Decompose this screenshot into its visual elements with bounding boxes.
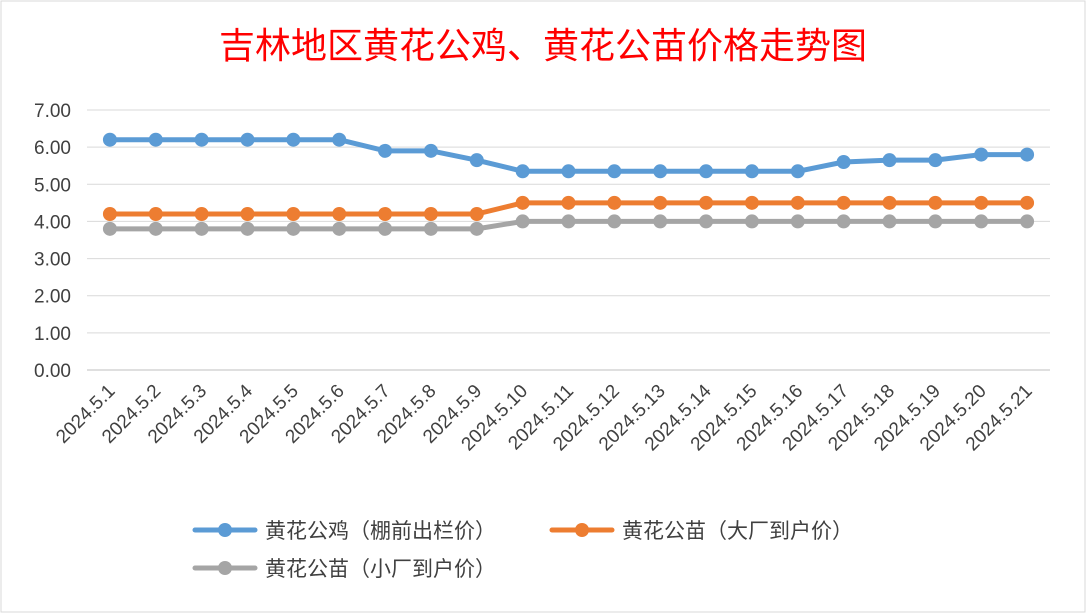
y-axis-ticks: 0.00 1.00 2.00 3.00 4.00 5.00 6.00 7.00 [34,101,71,382]
data-point [699,214,714,229]
data-point [423,207,438,221]
data-point [148,221,163,236]
data-point [378,143,393,158]
y-tick-label: 4.00 [34,212,71,233]
series-2 [102,195,1035,221]
data-point [1020,214,1035,229]
data-point [928,153,943,168]
data-point [653,195,668,210]
data-point [194,132,209,147]
data-point [699,164,714,179]
legend-item: 黄花公鸡（棚前出栏价） [192,519,496,543]
data-point [699,195,714,210]
legend-item: 黄花公苗（小厂到户价） [192,557,496,581]
data-point [286,132,301,147]
legend-item: 黄花公苗（大厂到户价） [549,519,853,543]
data-point [561,195,576,210]
legend-label: 黄花公鸡（棚前出栏价） [265,519,496,543]
data-point [790,164,805,179]
data-point [469,153,484,168]
data-point [515,214,530,229]
data-point [332,207,347,221]
data-point [1020,147,1035,162]
data-point [240,207,255,221]
data-point [332,221,347,236]
y-tick-label: 1.00 [34,324,71,345]
data-point [607,164,622,179]
data-point [102,207,117,221]
data-point [423,221,438,236]
data-point [974,214,989,229]
data-point [928,195,943,210]
series-lines [102,132,1035,236]
legend-label: 黄花公苗（大厂到户价） [622,519,853,543]
data-point [332,132,347,147]
data-point [653,164,668,179]
data-point [607,214,622,229]
data-point [744,164,759,179]
y-tick-label: 5.00 [34,175,71,196]
data-point [882,153,897,168]
series-1 [102,132,1035,179]
data-point [836,155,851,169]
legend-marker [218,561,232,575]
data-point [653,214,668,229]
data-point [148,207,163,221]
y-tick-label: 3.00 [34,250,71,271]
data-point [240,132,255,147]
data-point [469,207,484,221]
data-point [790,195,805,210]
y-tick-label: 7.00 [34,101,71,122]
y-tick-label: 2.00 [34,287,71,308]
data-point [469,221,484,236]
data-point [836,214,851,229]
data-point [102,132,117,147]
data-point [561,164,576,179]
data-point [607,195,622,210]
data-point [928,214,943,229]
data-point [744,214,759,229]
data-point [515,195,530,210]
y-tick-label: 0.00 [34,361,71,382]
data-point [378,221,393,236]
data-point [974,195,989,210]
legend-marker [218,523,232,537]
data-point [561,214,576,229]
data-point [194,207,209,221]
data-point [515,164,530,179]
data-point [423,143,438,158]
data-point [882,195,897,210]
legend-label: 黄花公苗（小厂到户价） [265,557,496,581]
data-point [882,214,897,229]
data-point [240,221,255,236]
data-point [102,221,117,236]
legend: 黄花公鸡（棚前出栏价） 黄花公苗（大厂到户价） 黄花公苗（小厂到户价） [192,519,853,581]
data-point [974,147,989,162]
data-point [790,214,805,229]
y-tick-label: 6.00 [34,138,71,159]
legend-marker [575,523,589,537]
data-point [744,195,759,210]
data-point [148,132,163,147]
chart-title: 吉林地区黄花公鸡、黄花公苗价格走势图 [219,26,867,67]
data-point [1020,195,1035,210]
data-point [286,221,301,236]
data-point [378,207,393,221]
data-point [836,195,851,210]
data-point [194,221,209,236]
data-point [286,207,301,221]
series-3 [102,214,1035,236]
